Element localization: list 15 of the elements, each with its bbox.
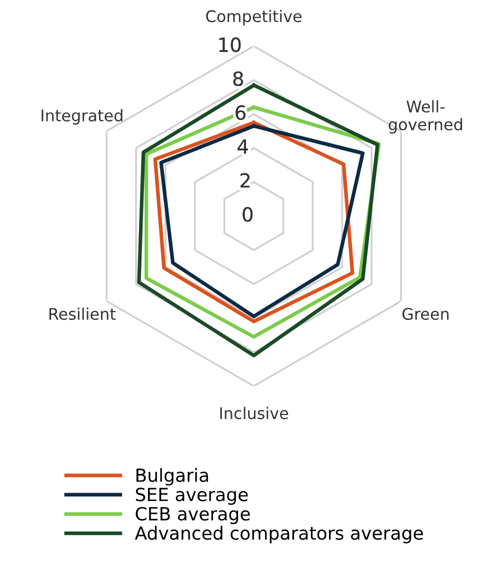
spoke-label: Inclusive: [220, 406, 288, 420]
legend-label: Bulgaria: [136, 468, 208, 486]
y-tick-label: 2: [240, 173, 250, 188]
y-tick-label: 10: [219, 37, 241, 52]
y-tick-label: 4: [238, 139, 248, 154]
y-tick-label: 8: [233, 71, 243, 86]
spoke-label: Integrated: [42, 109, 122, 125]
legend-label: SEE average: [136, 488, 248, 505]
legend-label: Advanced comparators average: [134, 526, 423, 544]
spoke-label: Green: [402, 308, 449, 320]
spoke-label: Resilient: [49, 308, 116, 320]
spoke-label: Well- governed: [388, 100, 462, 134]
y-tick-label: 0: [242, 207, 253, 222]
spoke-label: Competitive: [206, 10, 302, 26]
legend-label: CEB average: [136, 506, 250, 524]
